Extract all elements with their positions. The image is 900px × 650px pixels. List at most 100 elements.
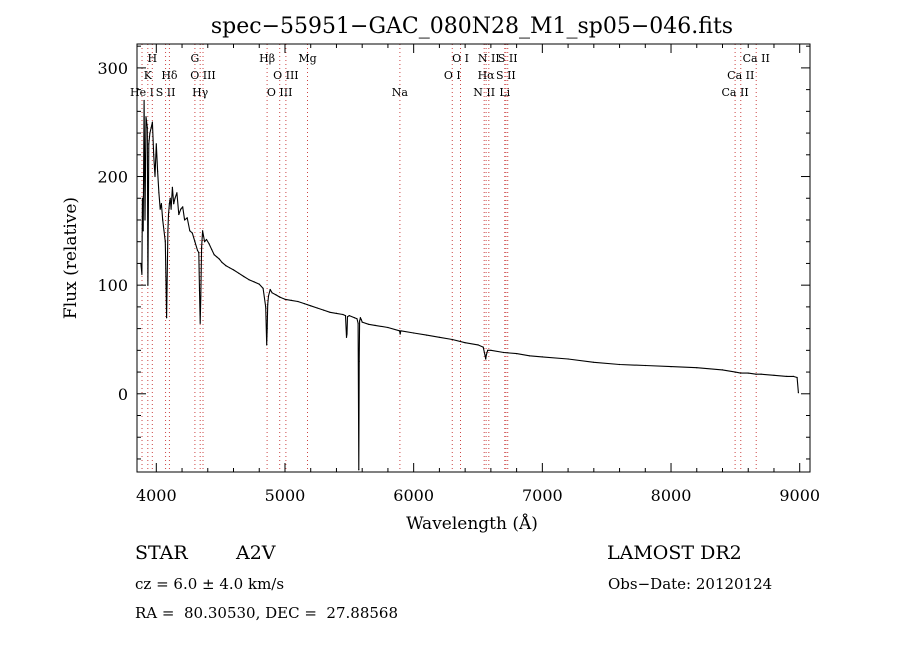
spectrum-point-4 xyxy=(143,99,145,102)
spectrum-point-131 xyxy=(760,373,762,375)
spectrum-point-108 xyxy=(464,342,466,344)
spectrum-point-23 xyxy=(166,317,168,319)
spectrum-point-68 xyxy=(267,304,269,306)
spectrum-point-69 xyxy=(267,295,270,297)
line-marker-label-2: H xyxy=(148,52,158,65)
spectrum-point-124 xyxy=(670,366,672,368)
spectrum-point-72 xyxy=(275,294,277,296)
spectrum-point-95 xyxy=(359,317,361,319)
spectrum-point-80 xyxy=(323,309,325,311)
spectrum-point-115 xyxy=(490,349,492,351)
spectrum-point-97 xyxy=(361,321,363,323)
spectrum-point-56 xyxy=(225,265,227,267)
spectrum-point-107 xyxy=(451,338,453,341)
spectrum-point-127 xyxy=(734,371,737,373)
spectrum-point-2 xyxy=(141,197,143,199)
spectrum-point-132 xyxy=(773,374,775,376)
spectrum-point-82 xyxy=(335,312,338,314)
spectrum-point-117 xyxy=(516,353,518,355)
spectrum-point-18 xyxy=(159,208,161,210)
x-tick-label-2: 6000 xyxy=(393,486,434,505)
spectrum-point-55 xyxy=(221,261,223,263)
spectrum-point-64 xyxy=(262,287,264,289)
spectrum-point-33 xyxy=(178,213,180,216)
spectrum-point-113 xyxy=(485,354,487,356)
spectrum-point-10 xyxy=(149,132,151,134)
line-marker-label-1: K xyxy=(144,69,153,82)
spectrum-point-15 xyxy=(155,143,157,145)
spectrum-point-65 xyxy=(265,306,267,308)
spectrum-point-128 xyxy=(739,372,742,374)
spectrum-point-125 xyxy=(696,367,698,369)
spectrum-point-77 xyxy=(303,303,305,305)
spectrum-point-101 xyxy=(398,330,401,332)
spectrum-point-85 xyxy=(345,336,348,338)
x-tick-label-4: 8000 xyxy=(651,486,692,505)
spectrum-point-61 xyxy=(248,279,250,281)
spectrum-point-96 xyxy=(360,319,362,321)
line-marker-label-10: O III xyxy=(273,69,299,82)
spectrum-point-89 xyxy=(353,317,356,319)
spectrum-point-109 xyxy=(477,344,479,346)
line-marker-label-8: Hβ xyxy=(259,52,275,65)
spectrum-point-29 xyxy=(171,186,173,188)
spectrum-point-104 xyxy=(413,332,415,334)
spectrum-point-136 xyxy=(797,392,800,394)
x-axis: 4000 5000 6000 7000 8000 9000 xyxy=(136,44,820,505)
spectrum-point-112 xyxy=(485,358,487,360)
spectrum-point-40 xyxy=(194,241,196,243)
spectrum-point-133 xyxy=(786,375,788,377)
spectrum-point-44 xyxy=(199,322,201,324)
spectral-line-markers: He I KH S II Hδ G Hγ O III Hβ O III O III Mg Na O I O… xyxy=(130,44,770,472)
y-tick-label-3: 300 xyxy=(97,59,128,78)
spectrum-point-76 xyxy=(297,300,299,303)
spectrum-point-78 xyxy=(310,305,312,307)
survey-name: LAMOST DR2 xyxy=(607,542,742,564)
spectrum-point-3 xyxy=(142,230,144,232)
spectrum-point-17 xyxy=(158,192,160,194)
spectrum-point-73 xyxy=(279,296,281,298)
spectrum-point-13 xyxy=(153,154,155,156)
spectrum-point-34 xyxy=(180,208,182,210)
spectrum-point-88 xyxy=(348,315,350,317)
spectrum-point-50 xyxy=(208,243,210,245)
line-marker-label-4: Hδ xyxy=(161,69,178,82)
spectrum-point-118 xyxy=(528,355,531,357)
spectrum-point-119 xyxy=(541,356,543,358)
spectrum-point-100 xyxy=(387,326,389,329)
spectrum-point-52 xyxy=(213,254,215,256)
spectrum-point-63 xyxy=(258,283,260,285)
line-marker-label-12: Na xyxy=(392,86,409,99)
spectrum-point-22 xyxy=(164,241,166,243)
spectrum-point-39 xyxy=(191,232,193,234)
line-marker-label-14: O I xyxy=(452,52,469,65)
spectrum-point-111 xyxy=(484,355,486,357)
spectrum-point-103 xyxy=(400,330,402,332)
spectrum-point-110 xyxy=(482,346,484,348)
object-class: STAR xyxy=(135,542,188,564)
plot-frame xyxy=(136,43,811,473)
y-tick-label-2: 200 xyxy=(97,168,128,187)
object-subclass: A2V xyxy=(236,542,276,564)
y-tick-label-0: 0 xyxy=(118,385,128,404)
spectrum-point-54 xyxy=(218,258,220,260)
spectrum-point-24 xyxy=(167,230,169,232)
spectrum-point-71 xyxy=(271,292,273,294)
spectrum-point-60 xyxy=(243,275,245,278)
spectrum-point-94 xyxy=(359,320,361,322)
spectrum-point-35 xyxy=(182,206,184,208)
spectrum-point-122 xyxy=(619,363,621,366)
spectrum-point-106 xyxy=(438,336,440,338)
spectrum-point-84 xyxy=(344,315,347,317)
line-marker-label-6: Hγ xyxy=(192,86,209,99)
spectrum-point-14 xyxy=(154,175,156,178)
spectrum-point-8 xyxy=(147,284,149,286)
spectrum-point-99 xyxy=(374,324,376,326)
spectrum-point-86 xyxy=(346,333,348,335)
spectrum-point-75 xyxy=(290,299,292,301)
line-marker-label-9: O III xyxy=(267,86,293,99)
spectrum-point-32 xyxy=(176,192,178,194)
spectrum-point-37 xyxy=(186,217,188,219)
line-marker-label-18: Li xyxy=(499,86,510,99)
spectrum-point-98 xyxy=(368,323,370,325)
